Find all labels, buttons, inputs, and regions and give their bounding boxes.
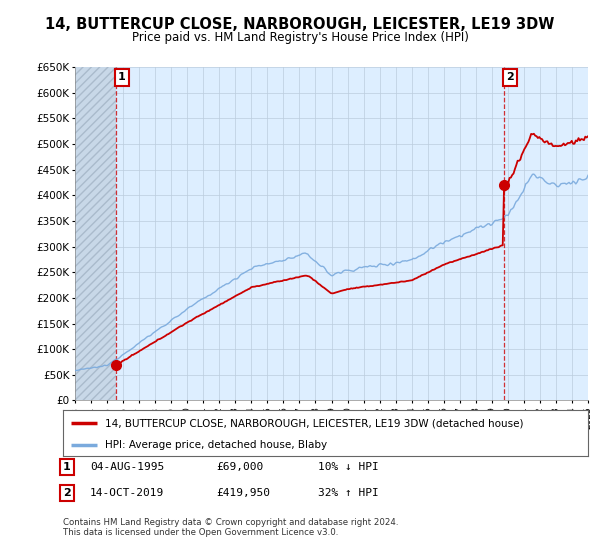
Text: 1: 1 xyxy=(63,462,71,472)
Text: 14, BUTTERCUP CLOSE, NARBOROUGH, LEICESTER, LE19 3DW (detached house): 14, BUTTERCUP CLOSE, NARBOROUGH, LEICEST… xyxy=(105,418,523,428)
Text: 1: 1 xyxy=(118,72,126,82)
Text: HPI: Average price, detached house, Blaby: HPI: Average price, detached house, Blab… xyxy=(105,440,327,450)
Text: 2: 2 xyxy=(506,72,514,82)
Text: 14-OCT-2019: 14-OCT-2019 xyxy=(90,488,164,498)
Text: 10% ↓ HPI: 10% ↓ HPI xyxy=(318,462,379,472)
Text: Price paid vs. HM Land Registry's House Price Index (HPI): Price paid vs. HM Land Registry's House … xyxy=(131,31,469,44)
Text: 04-AUG-1995: 04-AUG-1995 xyxy=(90,462,164,472)
Text: £69,000: £69,000 xyxy=(216,462,263,472)
Text: £419,950: £419,950 xyxy=(216,488,270,498)
Text: 14, BUTTERCUP CLOSE, NARBOROUGH, LEICESTER, LE19 3DW: 14, BUTTERCUP CLOSE, NARBOROUGH, LEICEST… xyxy=(46,17,554,32)
Text: 2: 2 xyxy=(63,488,71,498)
Text: Contains HM Land Registry data © Crown copyright and database right 2024.
This d: Contains HM Land Registry data © Crown c… xyxy=(63,518,398,538)
Text: 32% ↑ HPI: 32% ↑ HPI xyxy=(318,488,379,498)
